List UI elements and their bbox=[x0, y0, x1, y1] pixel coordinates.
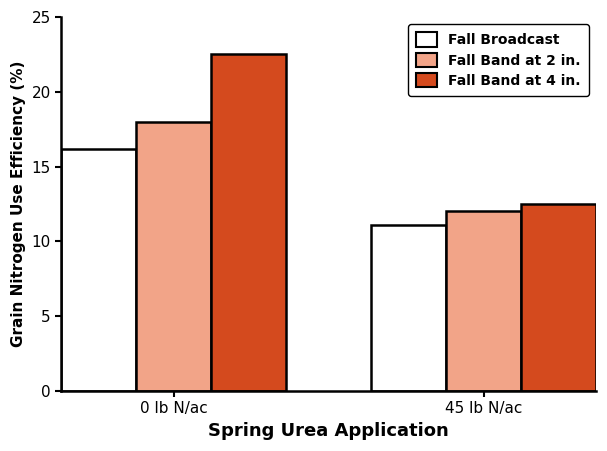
Y-axis label: Grain Nitrogen Use Efficiency (%): Grain Nitrogen Use Efficiency (%) bbox=[11, 61, 26, 347]
X-axis label: Spring Urea Application: Spring Urea Application bbox=[208, 422, 449, 440]
Bar bbox=[446, 212, 521, 391]
Bar bbox=[521, 204, 596, 391]
Bar bbox=[61, 149, 136, 391]
Bar bbox=[371, 225, 446, 391]
Legend: Fall Broadcast, Fall Band at 2 in., Fall Band at 4 in.: Fall Broadcast, Fall Band at 2 in., Fall… bbox=[408, 24, 589, 96]
Bar bbox=[136, 122, 211, 391]
Bar bbox=[211, 55, 286, 391]
